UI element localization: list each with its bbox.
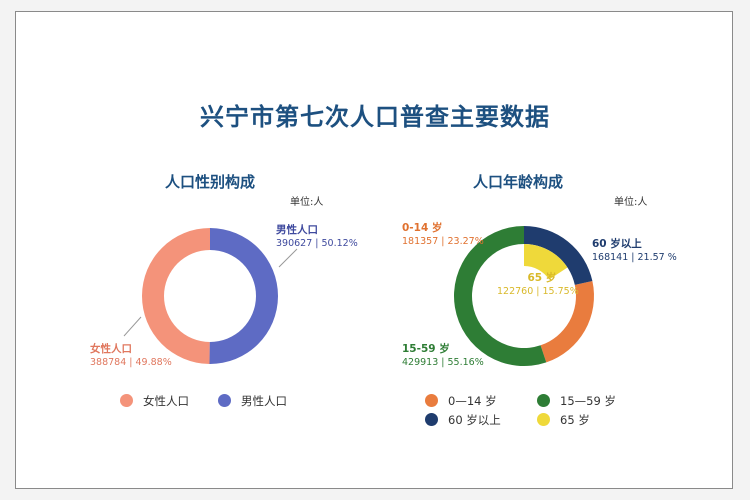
legend-item-male[interactable]: 男性人口 — [218, 393, 287, 409]
age-15-59-data-label: 15-59 岁 429913 | 55.16% — [402, 343, 484, 369]
age-60-data-label: 60 岁以上 168141 | 21.57 % — [592, 238, 677, 264]
age-0-14-label-value: 181357 | 23.27% — [402, 236, 484, 247]
gender-slice-0[interactable] — [209, 228, 278, 364]
age-0-14-data-label: 0-14 岁 181357 | 23.27% — [402, 222, 484, 248]
legend-label-age-0-14: 0—14 岁 — [448, 394, 497, 408]
age-slice-0[interactable] — [540, 281, 595, 363]
gender-chart-title: 人口性别构成 — [164, 173, 255, 191]
legend-label-age-15-59: 15—59 岁 — [560, 394, 616, 408]
age-60-label-value: 168141 | 21.57 % — [592, 252, 677, 263]
female-label-name: 女性人口 — [90, 343, 132, 355]
age-chart-title: 人口年龄构成 — [472, 173, 563, 191]
gender-slice-1[interactable] — [141, 228, 210, 364]
legend-item-age-60[interactable]: 60 岁以上 — [425, 412, 501, 428]
age-60-label-name: 60 岁以上 — [592, 238, 642, 250]
gender-unit-label: 单位:人 — [290, 197, 324, 208]
gender-donut — [141, 228, 278, 364]
legend-dot-age-65 — [537, 413, 550, 426]
age-15-59-label-value: 429913 | 55.16% — [402, 357, 484, 368]
male-leader-line — [278, 248, 298, 268]
female-data-label: 女性人口 388784 | 49.88% — [90, 343, 172, 369]
age-donut — [454, 226, 595, 366]
legend-dot-age-15-59 — [537, 394, 550, 407]
age-0-14-label-name: 0-14 岁 — [402, 222, 443, 234]
legend-item-female[interactable]: 女性人口 — [120, 393, 189, 409]
male-label-value: 390627 | 50.12% — [276, 238, 358, 249]
legend-dot-age-60 — [425, 413, 438, 426]
legend-item-age-65[interactable]: 65 岁 — [537, 412, 590, 428]
age-slice-2[interactable] — [524, 226, 593, 285]
legend-label-age-65: 65 岁 — [560, 413, 590, 427]
female-label-value: 388784 | 49.88% — [90, 357, 172, 368]
legend-item-age-15-59[interactable]: 15—59 岁 — [537, 393, 616, 409]
infographic-card — [15, 11, 733, 489]
age-65-label-name: 65 岁 — [527, 272, 557, 284]
female-leader-line — [123, 316, 142, 337]
legend-label-female: 女性人口 — [143, 394, 189, 408]
male-label-name: 男性人口 — [276, 224, 318, 236]
legend-dot-age-0-14 — [425, 394, 438, 407]
page-title: 兴宁市第七次人口普查主要数据 — [200, 102, 550, 131]
male-data-label: 男性人口 390627 | 50.12% — [276, 224, 358, 250]
age-65-label-value: 122760 | 15.75% — [497, 286, 579, 297]
age-65-data-label: 65 岁 122760 | 15.75% — [497, 272, 579, 298]
age-slice-1[interactable] — [454, 226, 547, 366]
age-15-59-label-name: 15-59 岁 — [402, 343, 450, 355]
legend-dot-male — [218, 394, 231, 407]
age-65-sub-slice[interactable] — [524, 244, 568, 280]
legend-item-age-0-14[interactable]: 0—14 岁 — [425, 393, 497, 409]
legend-dot-female — [120, 394, 133, 407]
legend-label-male: 男性人口 — [241, 394, 287, 408]
age-unit-label: 单位:人 — [614, 197, 648, 208]
legend-label-age-60: 60 岁以上 — [448, 413, 501, 427]
